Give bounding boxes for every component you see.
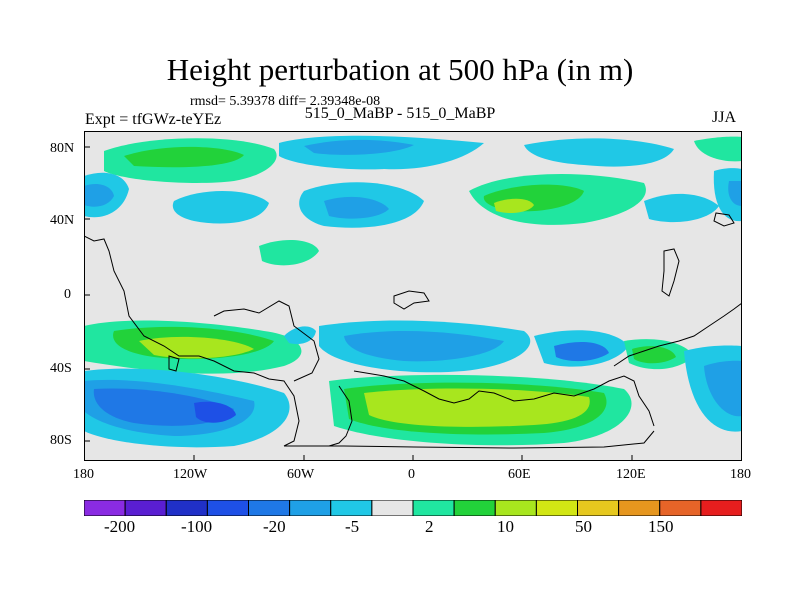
colorbar-cell [248, 500, 291, 516]
colorbar-cell [124, 500, 167, 516]
colorbar-cell [330, 500, 373, 516]
lon-tick-60w: 60W [287, 467, 315, 482]
tick-marks [84, 146, 633, 461]
colorbar-cell [494, 500, 537, 516]
lon-tick-180e: 180 [730, 467, 751, 482]
colorbar-cell [206, 500, 250, 516]
colorbar-label-neg5: -5 [345, 517, 360, 536]
south-america-outline [213, 300, 320, 382]
colorbar-cell [289, 500, 332, 516]
lon-tick-60e: 60E [508, 467, 531, 482]
asia-coast-outline [661, 248, 680, 297]
lat-tick-40n: 40N [50, 213, 75, 228]
colorbar-label-50: 50 [575, 517, 592, 536]
colorbar-label-10: 10 [497, 517, 514, 536]
colorbar-label-150: 150 [648, 517, 674, 536]
small-island-outline [168, 355, 180, 372]
antarctic-edge-left [328, 385, 353, 447]
sh-high-latitude-band [84, 326, 632, 448]
colorbar-label-neg200: -200 [104, 517, 136, 536]
colorbar-cell [659, 500, 702, 516]
experiment-label: Expt = tfGWz-teYEz [85, 111, 222, 128]
continent-outlines [84, 212, 742, 449]
australia-outline [613, 302, 742, 367]
colorbar-label-neg20: -20 [263, 517, 286, 536]
antarctic-edge-bottom [284, 430, 655, 449]
comparison-label: 515_0_MaBP - 515_0_MaBP [304, 105, 496, 122]
africa-outline [353, 370, 655, 427]
colorbar-cell [412, 500, 455, 516]
island-outline [713, 212, 735, 227]
colorbar-cell [618, 500, 661, 516]
nh-midlatitude-band [172, 173, 719, 266]
map-title: Height perturbation at 500 hPa (in m) [166, 52, 634, 87]
lat-tick-40s: 40S [50, 361, 72, 376]
season-label: JJA [712, 109, 737, 126]
colorbar-cell [700, 500, 742, 516]
lon-tick-180w: 180 [73, 467, 94, 482]
lon-tick-120w: 120W [173, 467, 208, 482]
colorbar [84, 500, 742, 516]
rmsd-diff-stats: rmsd= 5.39378 diff= 2.39348e-08 [190, 94, 381, 109]
sh-anomaly-band [84, 320, 742, 432]
lat-tick-80n: 80N [50, 141, 75, 156]
colorbar-cell [371, 500, 414, 516]
colorbar-cell [577, 500, 620, 516]
lon-tick-120e: 120E [616, 467, 646, 482]
colorbar-cell [165, 500, 208, 516]
lat-tick-0: 0 [64, 287, 71, 302]
colorbar-label-2: 2 [425, 517, 434, 536]
americas-outline [84, 235, 300, 447]
contour-map [84, 131, 742, 461]
colorbar-cell [535, 500, 579, 516]
nh-anomaly-band [84, 135, 742, 222]
lat-tick-80s: 80S [50, 433, 72, 448]
colorbar-cell [453, 500, 496, 516]
europe-outline [393, 290, 430, 310]
lon-tick-0: 0 [408, 467, 415, 482]
colorbar-label-neg100: -100 [181, 517, 213, 536]
colorbar-cell [84, 500, 126, 516]
